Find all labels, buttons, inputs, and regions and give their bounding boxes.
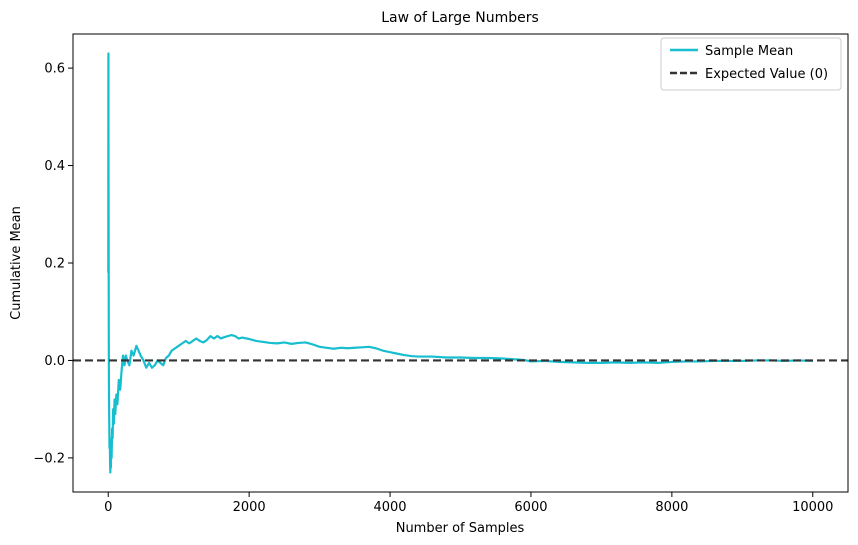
y-tick-label: 0.4 (44, 159, 65, 174)
x-tick-label: 8000 (655, 500, 688, 515)
x-tick-label: 6000 (514, 500, 547, 515)
y-tick-label: −0.2 (33, 451, 65, 466)
x-tick-label: 0 (104, 500, 112, 515)
y-tick-label: 0.0 (44, 354, 65, 369)
y-axis: −0.2 0.0 0.2 0.4 0.6 (33, 62, 73, 466)
x-tick-label: 10000 (792, 500, 833, 515)
x-tick-label: 2000 (233, 500, 266, 515)
legend-label-expected-value: Expected Value (0) (705, 67, 828, 82)
legend-label-sample-mean: Sample Mean (705, 44, 793, 59)
legend: Sample Mean Expected Value (0) (660, 37, 842, 91)
x-axis: 0 2000 4000 6000 8000 10000 (104, 492, 833, 515)
y-tick-label: 0.2 (44, 257, 65, 272)
legend-box (660, 37, 842, 91)
y-tick-label: 0.6 (44, 62, 65, 77)
y-axis-label: Cumulative Mean (9, 206, 24, 320)
x-tick-label: 4000 (373, 500, 406, 515)
x-axis-label: Number of Samples (396, 521, 525, 536)
series-layer (73, 52, 848, 474)
chart-title: Law of Large Numbers (381, 10, 539, 26)
